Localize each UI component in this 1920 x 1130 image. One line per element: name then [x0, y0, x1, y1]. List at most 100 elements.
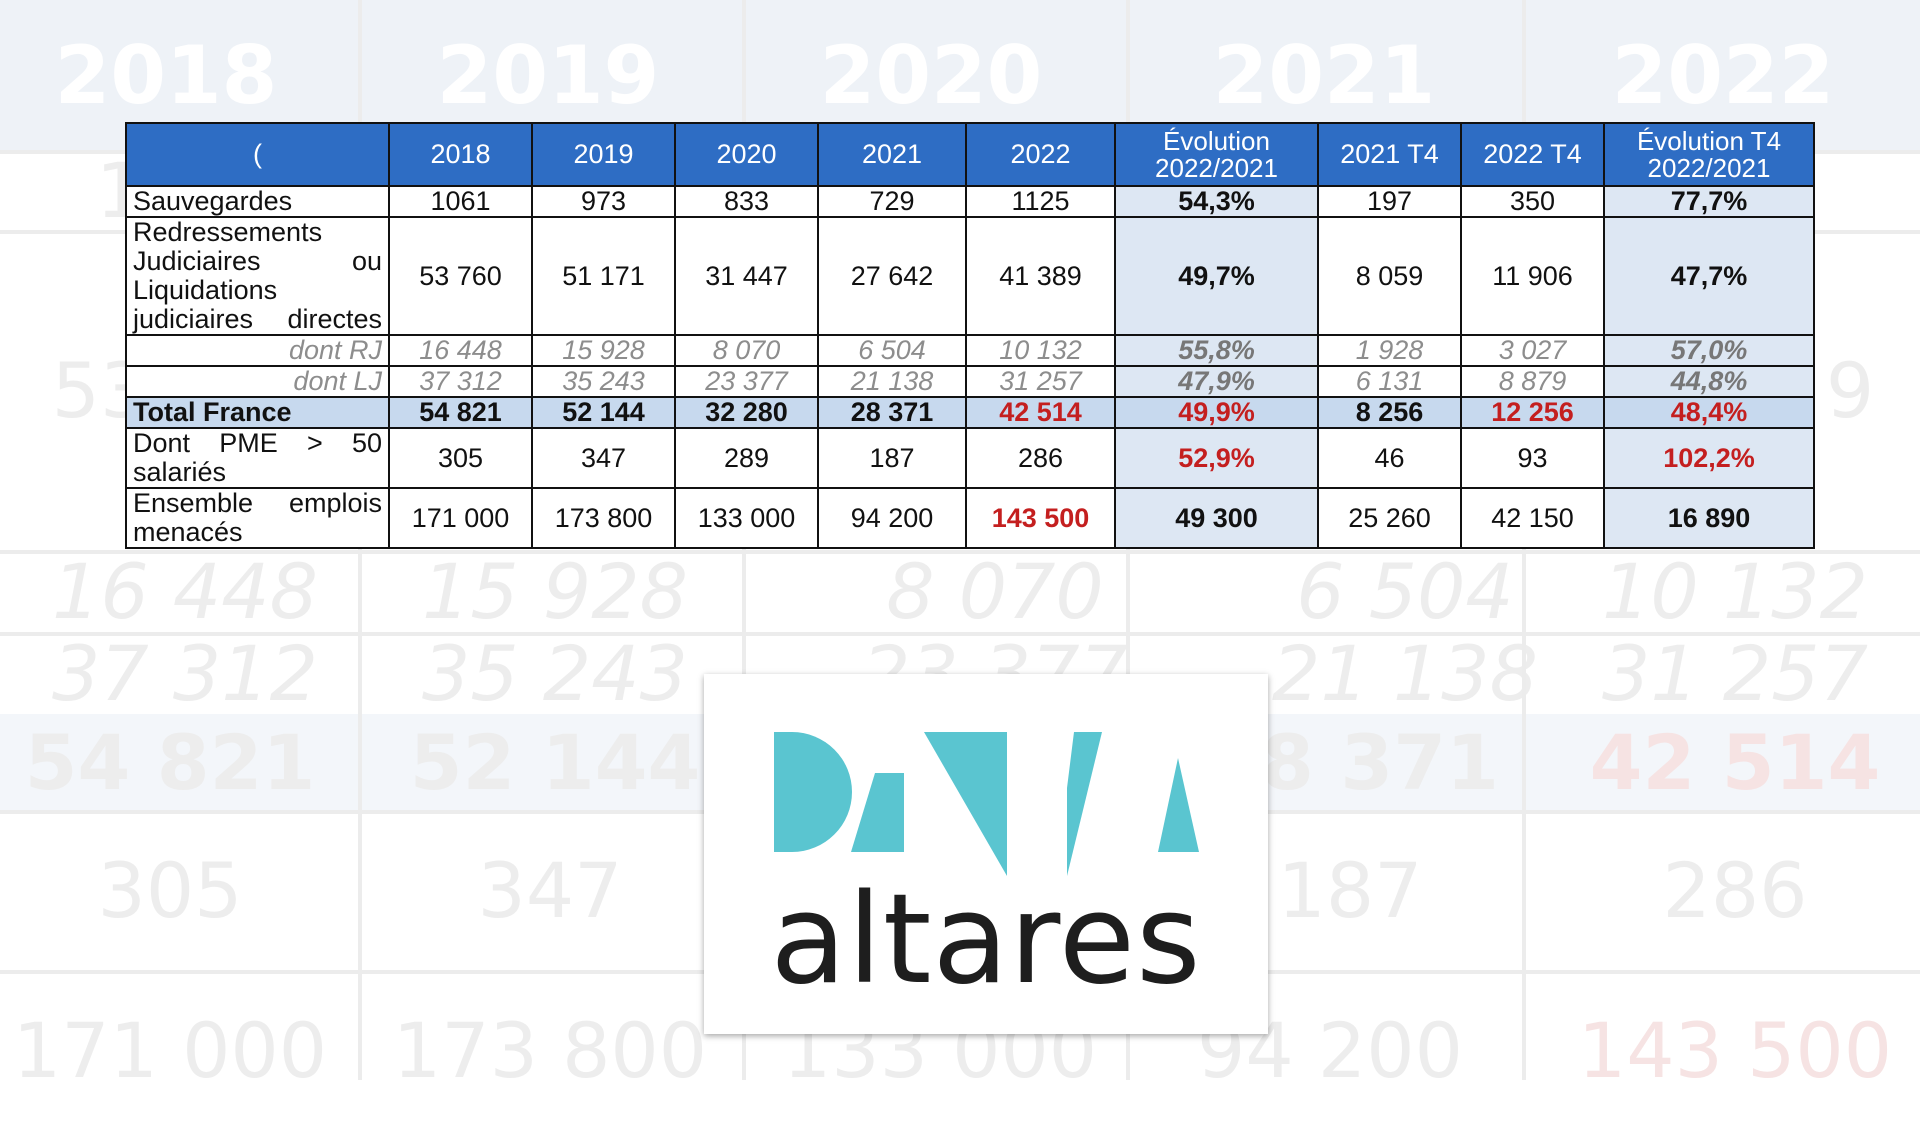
evolution-cell: 49,9% — [1114, 396, 1319, 429]
table-cell: 35 243 — [531, 365, 676, 398]
table-cell: 42 514 — [965, 396, 1116, 429]
table-cell: 197 — [1317, 185, 1462, 218]
table-cell: 25 260 — [1317, 487, 1462, 549]
table-cell: 173 800 — [531, 487, 676, 549]
bg-header-cell: 2022 — [1611, 28, 1835, 122]
table-cell: 1061 — [388, 185, 533, 218]
table-cell: 53 760 — [388, 216, 533, 336]
row-label: Redressements Judiciaires ou Liquidation… — [125, 216, 390, 336]
row-label: Sauvegardes — [125, 185, 390, 218]
table-cell: 23 377 — [674, 365, 819, 398]
table-cell: 21 138 — [817, 365, 967, 398]
table-cell: 1 928 — [1317, 334, 1462, 367]
table-row-dont-rj: dont RJ 16 448 15 928 8 070 6 504 10 132… — [125, 334, 1815, 367]
table-cell: 37 312 — [388, 365, 533, 398]
table-cell: 8 070 — [674, 334, 819, 367]
table-cell: 8 879 — [1460, 365, 1605, 398]
bg-header-cell: 2018 — [54, 28, 278, 122]
evolution-cell: 54,3% — [1114, 185, 1319, 218]
evolution-cell: 47,9% — [1114, 365, 1319, 398]
bg-cell: 305 — [97, 845, 243, 935]
table-cell: 973 — [531, 185, 676, 218]
col-header: Évolution T4 2022/2021 — [1603, 122, 1815, 187]
table-cell: 6 131 — [1317, 365, 1462, 398]
evolution-cell: 16 890 — [1603, 487, 1815, 549]
table-cell: 350 — [1460, 185, 1605, 218]
table-row-emplois: Ensemble emplois menacés 171 000 173 800… — [125, 487, 1815, 549]
bg-cell: 35 243 — [422, 628, 688, 718]
table-cell: 28 371 — [817, 396, 967, 429]
evolution-cell: 49,7% — [1114, 216, 1319, 336]
row-label: Dont PME > 50 salariés — [125, 427, 390, 489]
table-row-total-france: Total France 54 821 52 144 32 280 28 371… — [125, 396, 1815, 429]
table-row-dont-lj: dont LJ 37 312 35 243 23 377 21 138 31 2… — [125, 365, 1815, 398]
bg-cell: 21 138 — [1272, 628, 1538, 718]
bg-cell: 54 821 — [24, 717, 316, 807]
table-cell: 171 000 — [388, 487, 533, 549]
bg-cell: 31 257 — [1602, 628, 1868, 718]
bg-cell: 16 448 — [52, 546, 318, 636]
bg-cell: 42 514 — [1589, 717, 1881, 807]
bg-cell: 286 — [1662, 845, 1808, 935]
table-cell: 347 — [531, 427, 676, 489]
logo-a2-triangle — [1158, 758, 1199, 852]
bg-cell: 171 000 — [12, 1005, 328, 1095]
table-row-sauvegardes: Sauvegardes 1061 973 833 729 1125 54,3% … — [125, 185, 1815, 218]
bg-cell: 187 — [1277, 845, 1423, 935]
table-cell: 833 — [674, 185, 819, 218]
bg-cell: 347 — [477, 845, 623, 935]
logo-mark: altares — [770, 732, 1201, 1012]
col-header: 2022 T4 — [1460, 122, 1605, 187]
table-cell: 15 928 — [531, 334, 676, 367]
bg-row: 305 347 187 286 — [0, 810, 1920, 974]
logo-t-triangle — [924, 732, 1007, 876]
bg-cell: 52 144 — [409, 717, 701, 807]
header-row: ( 2018 2019 2020 2021 2022 Évolution 202… — [125, 122, 1815, 187]
table-cell: 286 — [965, 427, 1116, 489]
table-cell: 1125 — [965, 185, 1116, 218]
evolution-cell: 77,7% — [1603, 185, 1815, 218]
table-cell: 42 150 — [1460, 487, 1605, 549]
table-cell: 12 256 — [1460, 396, 1605, 429]
bg-cell: 6 504 — [1296, 546, 1514, 636]
table-cell: 94 200 — [817, 487, 967, 549]
table-cell: 10 132 — [965, 334, 1116, 367]
evolution-cell: 102,2% — [1603, 427, 1815, 489]
bg-cell: 8 070 — [886, 546, 1104, 636]
col-header: 2019 — [531, 122, 676, 187]
bg-cell: 15 928 — [422, 546, 688, 636]
table-cell: 729 — [817, 185, 967, 218]
col-header: Évolution 2022/2021 — [1114, 122, 1319, 187]
table-cell: 8 256 — [1317, 396, 1462, 429]
bg-row: 16 448 15 928 8 070 6 504 10 132 — [0, 546, 1920, 636]
bg-header-cell: 2021 — [1212, 28, 1436, 122]
corner-cell: ( — [125, 122, 390, 187]
evolution-cell: 55,8% — [1114, 334, 1319, 367]
evolution-cell: 47,7% — [1603, 216, 1815, 336]
col-header: 2018 — [388, 122, 533, 187]
bg-cell: 9 — [1825, 345, 1875, 435]
table-cell: 305 — [388, 427, 533, 489]
insolvency-statistics-table: ( 2018 2019 2020 2021 2022 Évolution 202… — [125, 122, 1815, 549]
col-header: 2021 T4 — [1317, 122, 1462, 187]
row-label: dont RJ — [125, 334, 390, 367]
col-header: 2022 — [965, 122, 1116, 187]
table-cell: 8 059 — [1317, 216, 1462, 336]
row-label: dont LJ — [125, 365, 390, 398]
evolution-cell: 44,8% — [1603, 365, 1815, 398]
bg-cell: 10 132 — [1602, 546, 1868, 636]
row-label: Ensemble emplois menacés — [125, 487, 390, 549]
table-row-pme: Dont PME > 50 salariés 305 347 289 187 2… — [125, 427, 1815, 489]
col-header: 2020 — [674, 122, 819, 187]
bg-cell: 173 800 — [392, 1005, 708, 1095]
bg-cell: 8 371 — [1261, 717, 1499, 807]
logo-slash — [1067, 732, 1102, 876]
table-cell: 11 906 — [1460, 216, 1605, 336]
bg-header-cell: 2020 — [819, 28, 1043, 122]
table-cell: 32 280 — [674, 396, 819, 429]
table-cell: 6 504 — [817, 334, 967, 367]
evolution-cell: 48,4% — [1603, 396, 1815, 429]
table-cell: 46 — [1317, 427, 1462, 489]
evolution-cell: 49 300 — [1114, 487, 1319, 549]
table-cell: 52 144 — [531, 396, 676, 429]
